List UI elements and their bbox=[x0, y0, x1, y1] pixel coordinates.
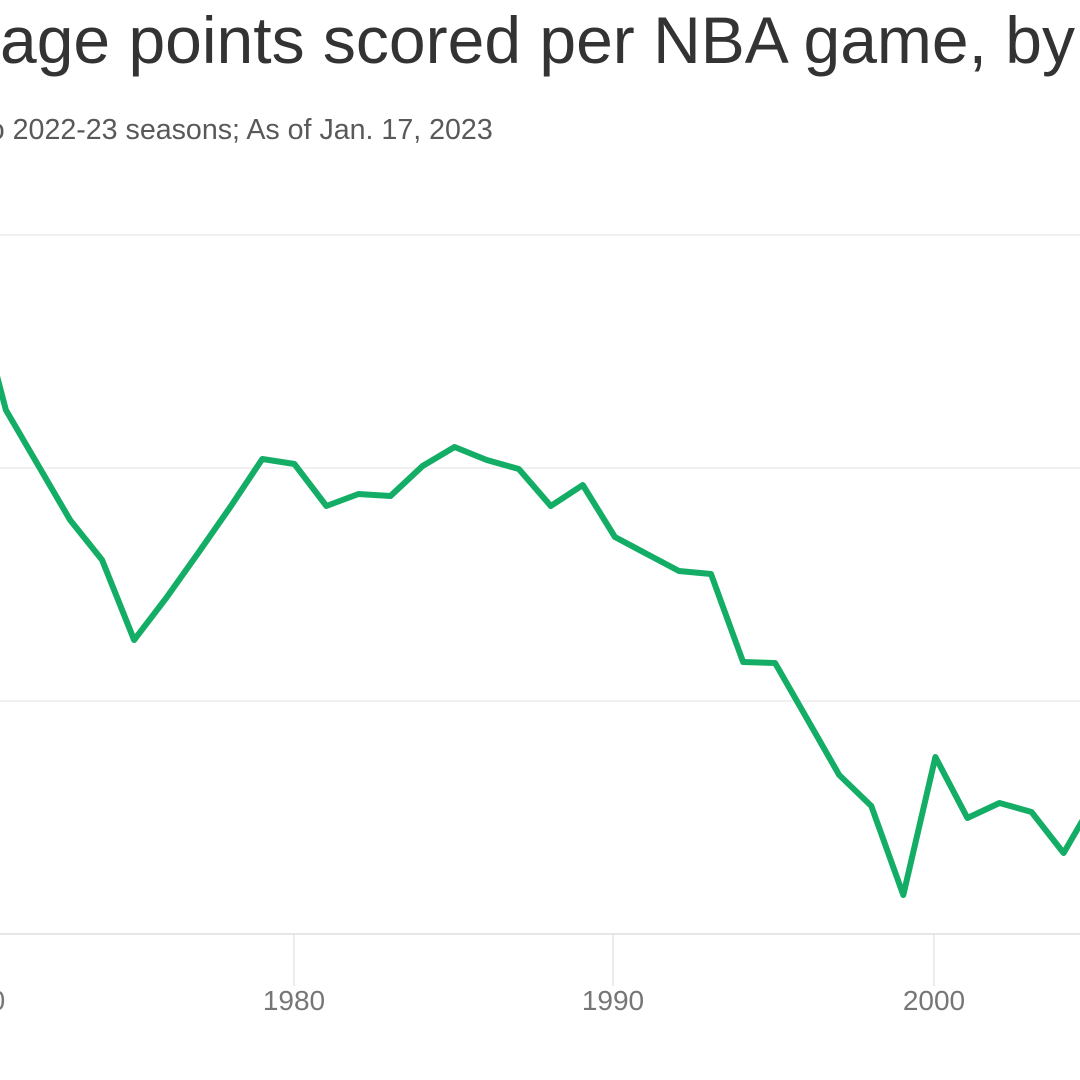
svg-text:1990: 1990 bbox=[582, 985, 644, 1016]
svg-text:1970: 1970 bbox=[0, 985, 5, 1016]
svg-text:1980: 1980 bbox=[263, 985, 325, 1016]
svg-text:2000: 2000 bbox=[903, 985, 965, 1016]
